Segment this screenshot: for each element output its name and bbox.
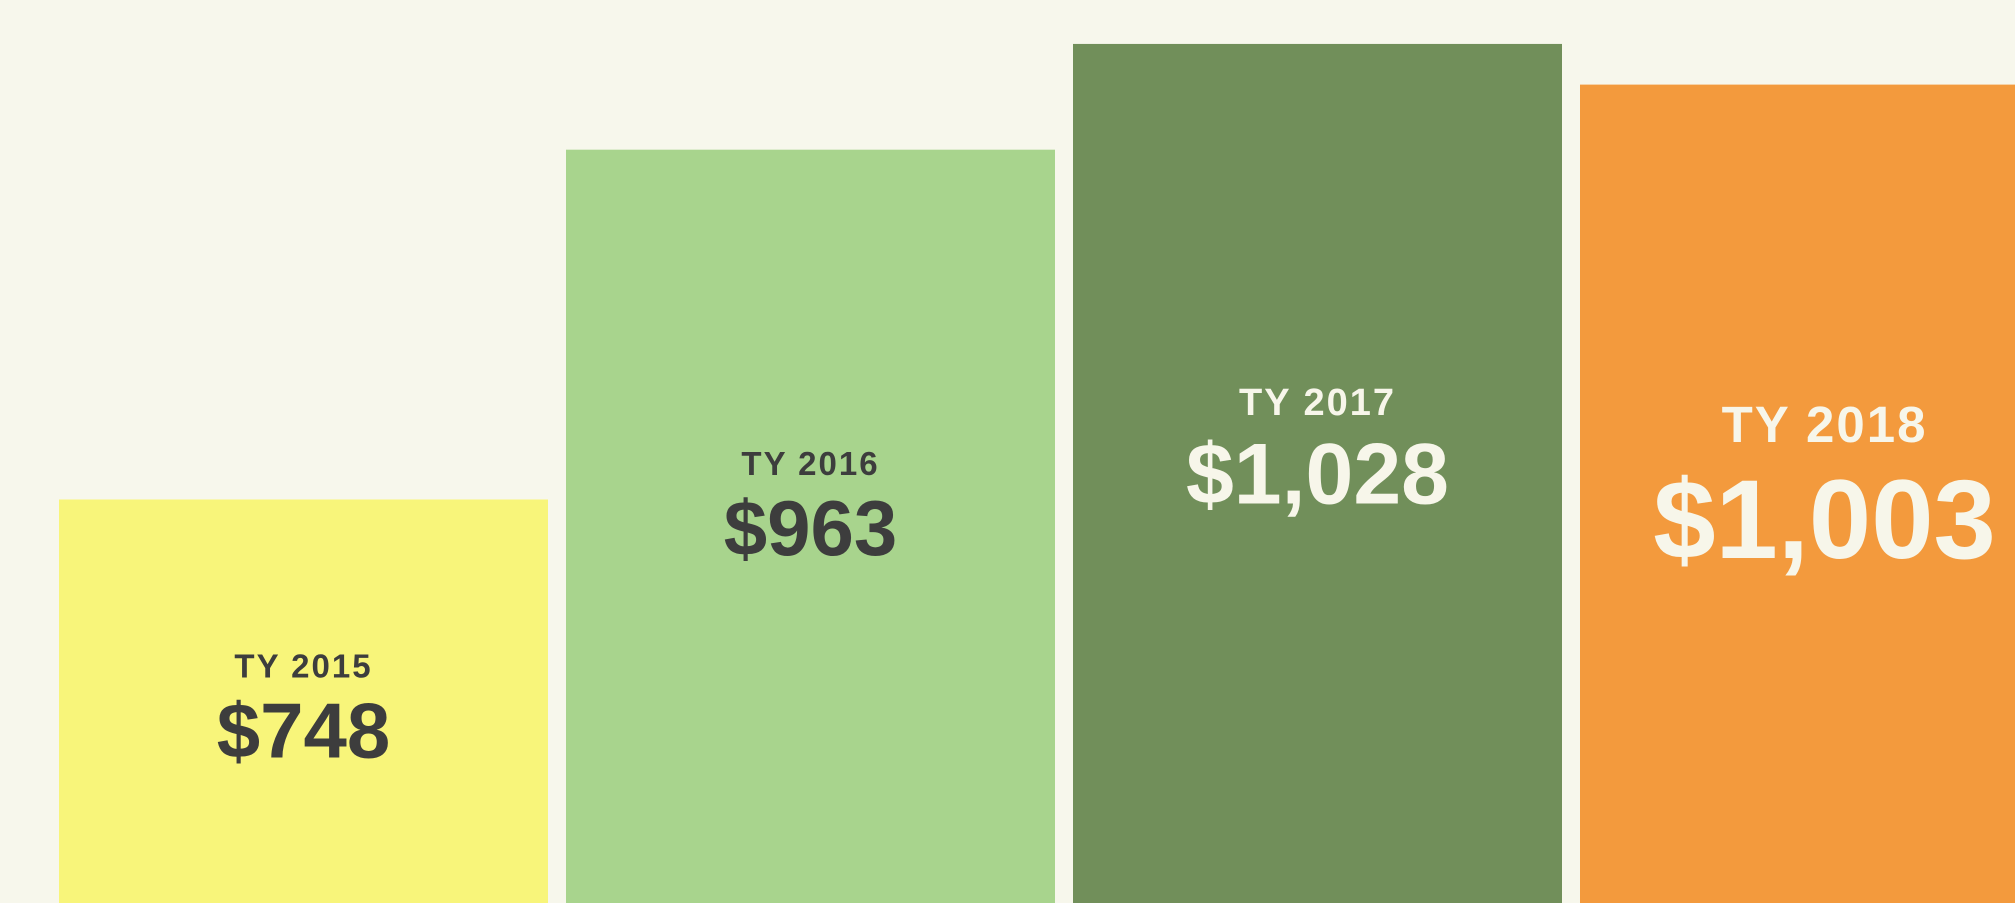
value-label: $748 — [217, 687, 391, 775]
category-label: TY 2018 — [1722, 396, 1928, 453]
bar — [59, 499, 548, 903]
bar — [1073, 43, 1562, 903]
category-label: TY 2015 — [234, 648, 372, 685]
value-label: $1,028 — [1186, 427, 1449, 523]
category-label: TY 2016 — [741, 445, 879, 482]
value-label: $1,003 — [1653, 457, 1996, 582]
category-label: TY 2017 — [1239, 382, 1396, 424]
value-label: $963 — [724, 484, 898, 572]
bar — [566, 149, 1055, 903]
bar — [1580, 84, 2015, 903]
